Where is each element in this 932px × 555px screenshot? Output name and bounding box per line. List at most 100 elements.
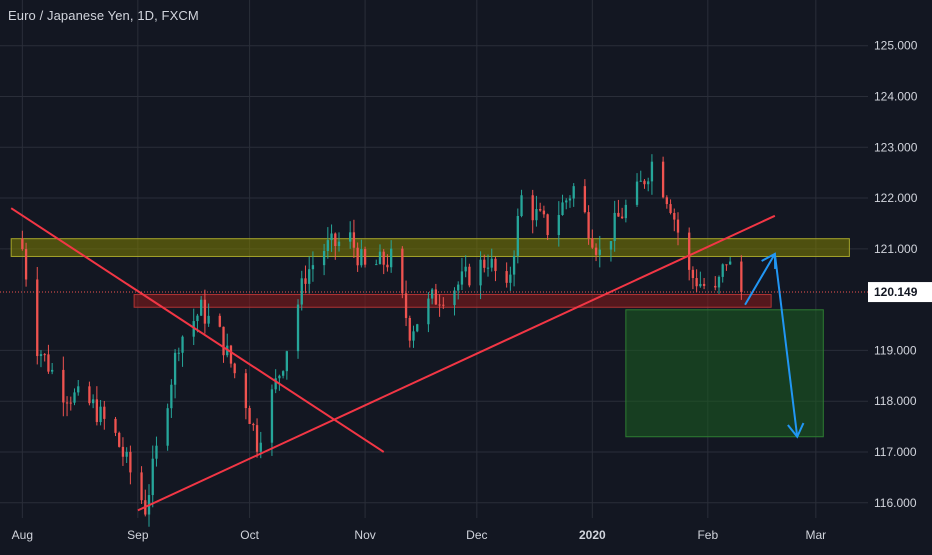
- candle-body: [222, 326, 225, 356]
- candle-body: [207, 315, 210, 324]
- candle-body: [620, 216, 624, 219]
- support-zone: [133, 294, 772, 308]
- candle-body: [118, 432, 121, 447]
- candle-body: [200, 299, 203, 316]
- y-tick-label: 123.000: [874, 140, 918, 154]
- candle-body: [725, 264, 728, 266]
- candle-body: [181, 336, 184, 353]
- candle-body: [255, 425, 259, 452]
- candle-body: [99, 406, 102, 423]
- candle-body: [352, 232, 356, 248]
- candle-body: [702, 283, 706, 286]
- candle-body: [378, 251, 382, 265]
- y-tick-label: 125.000: [874, 39, 918, 53]
- target-zone: [625, 309, 824, 438]
- candle-body: [568, 198, 572, 201]
- candle-body: [203, 299, 207, 324]
- candle-body: [729, 261, 732, 265]
- candle-body: [125, 451, 128, 457]
- candle-body: [412, 331, 415, 341]
- candle-body: [587, 212, 590, 239]
- candle-body: [438, 304, 441, 306]
- candle-body: [177, 352, 180, 354]
- candle-body: [24, 249, 28, 280]
- candle-body: [401, 248, 404, 294]
- candle-body: [270, 389, 274, 443]
- x-tick-label: Dec: [466, 528, 487, 542]
- candle-body: [326, 240, 329, 251]
- forecast-arrowhead-up: [761, 252, 777, 269]
- candle-body: [695, 278, 698, 287]
- candle-body: [669, 204, 672, 213]
- candle-body: [21, 238, 24, 250]
- candle-body: [173, 352, 177, 385]
- candle-body: [468, 266, 471, 286]
- candle-body: [88, 386, 91, 404]
- x-tick-label: 2020: [579, 528, 606, 542]
- candle-body: [36, 279, 39, 357]
- x-tick-label: Aug: [12, 528, 33, 542]
- candle-body: [490, 258, 493, 268]
- candle-body: [457, 284, 460, 291]
- candle-body: [363, 249, 367, 265]
- candle-body: [43, 354, 46, 356]
- candle-body: [673, 212, 676, 220]
- candle-body: [591, 238, 594, 248]
- candle-body: [688, 232, 691, 270]
- candle-body: [166, 408, 169, 446]
- candle-body: [356, 247, 359, 266]
- candle-body: [505, 271, 508, 283]
- candle-body: [624, 204, 628, 219]
- candle-body: [337, 241, 341, 247]
- candle-body: [50, 369, 54, 372]
- x-tick-label: Oct: [240, 528, 259, 542]
- candle-body: [69, 402, 72, 404]
- candle-body: [572, 186, 575, 199]
- candle-body: [334, 233, 337, 247]
- candle-body: [121, 446, 125, 457]
- candle-body: [408, 317, 411, 341]
- y-tick-label: 119.000: [874, 343, 917, 357]
- candle-body: [721, 264, 724, 277]
- candle-body: [233, 363, 236, 374]
- candle-body: [740, 261, 743, 293]
- y-tick-label: 121.000: [874, 242, 918, 256]
- candle-body: [91, 399, 95, 404]
- candle-body: [535, 209, 538, 221]
- candle-body: [151, 458, 154, 496]
- candle-body: [494, 258, 497, 272]
- candle-body: [386, 264, 389, 268]
- candle-body: [676, 219, 680, 233]
- axes: 125.000 124.000 123.000 122.000 121.000 119.0…: [12, 39, 932, 542]
- candle-body: [308, 269, 311, 284]
- candle-body: [404, 293, 408, 318]
- candle-body: [714, 285, 717, 288]
- descending-trendline: [10, 207, 385, 453]
- candle-body: [375, 264, 378, 266]
- candle-body: [129, 451, 132, 473]
- candle-body: [296, 304, 300, 352]
- candle-body: [311, 265, 315, 270]
- candle-body: [542, 210, 546, 215]
- candle-body: [613, 212, 616, 242]
- grid: [0, 0, 868, 518]
- candle-body: [360, 249, 363, 266]
- candle-body: [430, 289, 434, 299]
- candle-body: [512, 255, 516, 275]
- x-tick-label: Mar: [806, 528, 827, 542]
- candle-body: [103, 406, 106, 419]
- candle-body: [47, 354, 50, 372]
- candle-body: [635, 181, 639, 205]
- candle-body: [229, 345, 233, 364]
- candle-body: [442, 304, 445, 306]
- candle-body: [531, 195, 534, 221]
- candle-body: [520, 195, 523, 217]
- candle-body: [259, 442, 262, 452]
- candle-body: [248, 408, 251, 424]
- candle-body: [561, 202, 564, 216]
- candle-body: [434, 289, 438, 305]
- y-tick-label: 117.000: [874, 445, 917, 459]
- candle-body: [274, 378, 277, 390]
